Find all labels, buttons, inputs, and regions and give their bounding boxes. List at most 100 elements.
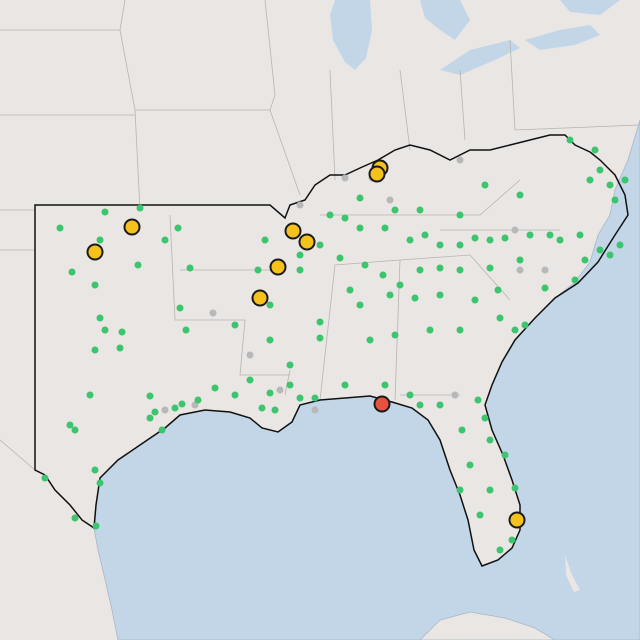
active-station xyxy=(486,436,494,444)
active-station xyxy=(396,281,404,289)
active-station xyxy=(286,361,294,369)
active-station xyxy=(151,408,159,416)
active-station xyxy=(496,546,504,554)
active-station xyxy=(516,191,524,199)
active-station xyxy=(456,241,464,249)
active-station xyxy=(174,224,182,232)
inactive-station xyxy=(209,309,217,317)
active-station xyxy=(436,264,444,272)
active-station xyxy=(511,484,519,492)
active-station xyxy=(494,286,502,294)
active-station xyxy=(508,536,516,544)
active-station xyxy=(458,426,466,434)
alert-marker xyxy=(298,233,316,251)
active-station xyxy=(456,266,464,274)
inactive-station xyxy=(311,406,319,414)
active-station xyxy=(266,336,274,344)
active-station xyxy=(541,284,549,292)
inactive-station xyxy=(451,391,459,399)
active-station xyxy=(616,241,624,249)
active-station xyxy=(416,266,424,274)
active-station xyxy=(266,389,274,397)
active-station xyxy=(481,181,489,189)
active-station xyxy=(406,391,414,399)
inactive-station xyxy=(296,201,304,209)
active-station xyxy=(606,181,614,189)
active-station xyxy=(316,318,324,326)
active-station xyxy=(411,294,419,302)
active-station xyxy=(426,326,434,334)
active-station xyxy=(516,256,524,264)
alert-marker xyxy=(251,289,269,307)
active-station xyxy=(118,328,126,336)
region-outline xyxy=(34,134,629,567)
active-station xyxy=(361,261,369,269)
lake-ontario xyxy=(525,25,600,50)
markers xyxy=(41,136,629,554)
inactive-station xyxy=(541,266,549,274)
active-station xyxy=(91,466,99,474)
active-station xyxy=(521,321,529,329)
active-station xyxy=(92,522,100,530)
active-station xyxy=(66,421,74,429)
active-station xyxy=(611,196,619,204)
active-station xyxy=(91,281,99,289)
active-station xyxy=(471,234,479,242)
active-station xyxy=(486,486,494,494)
active-station xyxy=(456,486,464,494)
active-station xyxy=(56,224,64,232)
active-station xyxy=(366,336,374,344)
alert-marker xyxy=(508,511,526,529)
active-station xyxy=(86,391,94,399)
active-station xyxy=(526,231,534,239)
lake-huron xyxy=(420,0,470,40)
warning-marker xyxy=(373,395,391,413)
lake-superior xyxy=(560,0,620,15)
active-station xyxy=(576,231,584,239)
active-station xyxy=(261,236,269,244)
active-station xyxy=(336,254,344,262)
active-station xyxy=(546,231,554,239)
active-station xyxy=(71,426,79,434)
active-station xyxy=(379,271,387,279)
active-station xyxy=(386,291,394,299)
active-station xyxy=(586,176,594,184)
inactive-station xyxy=(456,156,464,164)
active-station xyxy=(406,236,414,244)
active-station xyxy=(436,241,444,249)
active-station xyxy=(436,291,444,299)
inactive-station xyxy=(341,174,349,182)
active-station xyxy=(178,400,186,408)
active-station xyxy=(341,381,349,389)
active-station xyxy=(296,251,304,259)
active-station xyxy=(296,266,304,274)
active-station xyxy=(186,264,194,272)
alert-marker xyxy=(368,165,386,183)
active-station xyxy=(474,396,482,404)
active-station xyxy=(346,286,354,294)
active-station xyxy=(176,304,184,312)
island xyxy=(565,555,580,592)
active-station xyxy=(311,394,319,402)
active-station xyxy=(501,234,509,242)
alert-marker xyxy=(284,222,302,240)
active-station xyxy=(381,381,389,389)
active-station xyxy=(182,326,190,334)
alert-marker xyxy=(269,258,287,276)
active-station xyxy=(466,461,474,469)
active-station xyxy=(68,268,76,276)
active-station xyxy=(316,334,324,342)
active-station xyxy=(391,331,399,339)
active-station xyxy=(254,266,262,274)
inactive-station xyxy=(246,351,254,359)
active-station xyxy=(381,224,389,232)
active-station xyxy=(134,261,142,269)
active-station xyxy=(486,264,494,272)
active-station xyxy=(211,384,219,392)
active-station xyxy=(456,211,464,219)
inactive-station xyxy=(276,386,284,394)
active-station xyxy=(356,224,364,232)
inactive-station xyxy=(511,226,519,234)
active-station xyxy=(286,381,294,389)
